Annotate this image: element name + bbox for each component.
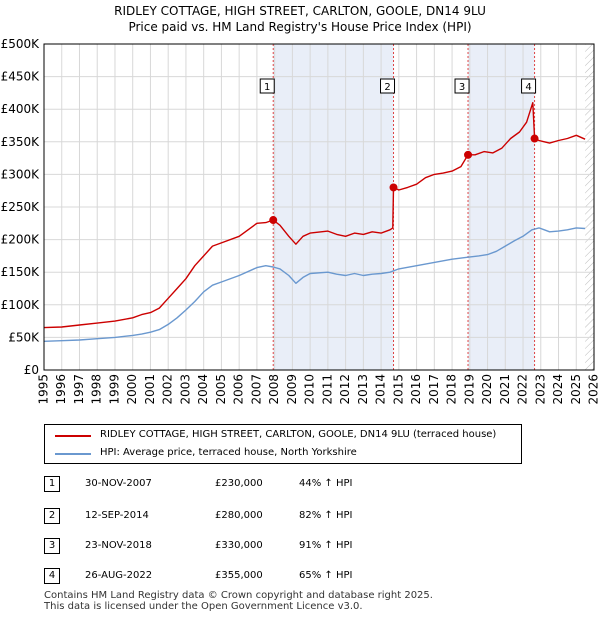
hpi-line bbox=[43, 227, 586, 342]
legend-item-hpi: HPI: Average price, terraced house, Nort… bbox=[45, 445, 521, 463]
legend-swatch-hpi bbox=[55, 453, 91, 455]
x-tick-label: 2010 bbox=[303, 374, 317, 405]
plot-frame bbox=[43, 43, 595, 371]
sale-number-badge: 3 bbox=[44, 538, 60, 554]
x-tick-label: 1999 bbox=[107, 374, 121, 405]
sale-label-box bbox=[380, 78, 396, 94]
sale-date: 12-SEP-2014 bbox=[85, 510, 149, 521]
x-tick-label: 2005 bbox=[214, 374, 228, 405]
y-tick-label: £150K bbox=[1, 265, 41, 279]
x-tick-label: 2009 bbox=[285, 374, 299, 405]
y-tick-label: £450K bbox=[1, 70, 41, 84]
x-tick-label: 2013 bbox=[356, 374, 370, 405]
x-tick-label: 2016 bbox=[409, 374, 423, 405]
legend-swatch-property bbox=[55, 435, 91, 437]
sale-label-number: 2 bbox=[384, 82, 390, 93]
x-tick-label: 2004 bbox=[196, 374, 210, 405]
x-tick-label: 2007 bbox=[249, 374, 263, 405]
sale-price: £355,000 bbox=[215, 570, 263, 581]
y-tick-label: £250K bbox=[1, 200, 41, 214]
sale-hpi-change: 91% ↑ HPI bbox=[299, 540, 353, 551]
y-tick-label: £400K bbox=[1, 102, 41, 116]
footer-licence: This data is licensed under the Open Gov… bbox=[44, 601, 363, 612]
sale-date: 30-NOV-2007 bbox=[85, 478, 152, 489]
x-tick-label: 2015 bbox=[391, 374, 405, 405]
sale-point bbox=[464, 150, 473, 159]
sale-price: £330,000 bbox=[215, 540, 263, 551]
sale-date: 23-NOV-2018 bbox=[85, 540, 152, 551]
y-tick-label: £500K bbox=[1, 37, 41, 51]
x-tick-label: 2024 bbox=[551, 374, 565, 405]
legend-label-property: RIDLEY COTTAGE, HIGH STREET, CARLTON, GO… bbox=[100, 429, 497, 440]
x-tick-label: 2014 bbox=[374, 374, 388, 405]
x-tick-label: 2025 bbox=[569, 374, 583, 405]
legend-item-property: RIDLEY COTTAGE, HIGH STREET, CARLTON, GO… bbox=[45, 427, 521, 445]
footer-copyright: Contains HM Land Registry data © Crown c… bbox=[44, 590, 433, 601]
chart-legend: RIDLEY COTTAGE, HIGH STREET, CARLTON, GO… bbox=[44, 424, 522, 464]
x-tick-label: 2012 bbox=[338, 374, 352, 405]
x-tick-label: 2023 bbox=[533, 374, 547, 405]
price-chart: 1 2 3 4 £0 £50K £100K £150K £200K £250K £300K £350… bbox=[1, 37, 600, 405]
property-price-line bbox=[43, 101, 586, 329]
x-tick-label: 1997 bbox=[72, 374, 86, 405]
x-tick-label: 2026 bbox=[587, 374, 600, 405]
sale-hpi-change: 65% ↑ HPI bbox=[299, 570, 353, 581]
sale-hpi-change: 44% ↑ HPI bbox=[299, 478, 353, 489]
chart-title-address: RIDLEY COTTAGE, HIGH STREET, CARLTON, GO… bbox=[114, 4, 486, 18]
x-tick-label: 1996 bbox=[54, 374, 68, 405]
sale-label-box bbox=[259, 78, 275, 94]
legend-label-hpi: HPI: Average price, terraced house, Nort… bbox=[100, 447, 357, 458]
sale-price: £230,000 bbox=[215, 478, 263, 489]
x-tick-label: 2017 bbox=[427, 374, 441, 405]
sale-point bbox=[530, 134, 539, 143]
x-tick-label: 2011 bbox=[320, 374, 334, 405]
sale-label-box bbox=[454, 78, 470, 94]
sale-label-number: 3 bbox=[459, 82, 465, 93]
sale-label-number: 1 bbox=[264, 82, 270, 93]
x-tick-label: 2008 bbox=[267, 374, 281, 405]
y-tick-label: £0 bbox=[24, 363, 39, 377]
y-tick-label: £200K bbox=[1, 233, 41, 247]
y-tick-label: £350K bbox=[1, 135, 41, 149]
x-tick-label: 2000 bbox=[125, 374, 139, 405]
x-tick-label: 2018 bbox=[445, 374, 459, 405]
sale-number-badge: 4 bbox=[44, 568, 60, 584]
sale-number-badge: 1 bbox=[44, 476, 60, 492]
x-tick-label: 2022 bbox=[516, 374, 530, 405]
x-tick-label: 2019 bbox=[462, 374, 476, 405]
y-tick-label: £50K bbox=[8, 330, 40, 344]
sale-point bbox=[269, 216, 278, 225]
y-tick-label: £300K bbox=[1, 167, 41, 181]
y-tick-label: £100K bbox=[1, 298, 41, 312]
x-tick-label: 2001 bbox=[143, 374, 157, 405]
x-tick-label: 2002 bbox=[161, 374, 175, 405]
x-tick-label: 2006 bbox=[232, 374, 246, 405]
chart-subtitle: Price paid vs. HM Land Registry's House … bbox=[128, 20, 472, 34]
x-tick-label: 2020 bbox=[480, 374, 494, 405]
sale-label-number: 4 bbox=[525, 82, 531, 93]
sale-label-box bbox=[521, 78, 537, 94]
sale-point bbox=[389, 183, 398, 192]
x-tick-label: 2021 bbox=[498, 374, 512, 405]
x-tick-label: 2003 bbox=[178, 374, 192, 405]
x-tick-label: 1995 bbox=[37, 374, 51, 405]
sale-date: 26-AUG-2022 bbox=[85, 570, 153, 581]
sale-number-badge: 2 bbox=[44, 508, 60, 524]
sale-price: £280,000 bbox=[215, 510, 263, 521]
x-tick-label: 1998 bbox=[90, 374, 104, 405]
sale-hpi-change: 82% ↑ HPI bbox=[299, 510, 353, 521]
